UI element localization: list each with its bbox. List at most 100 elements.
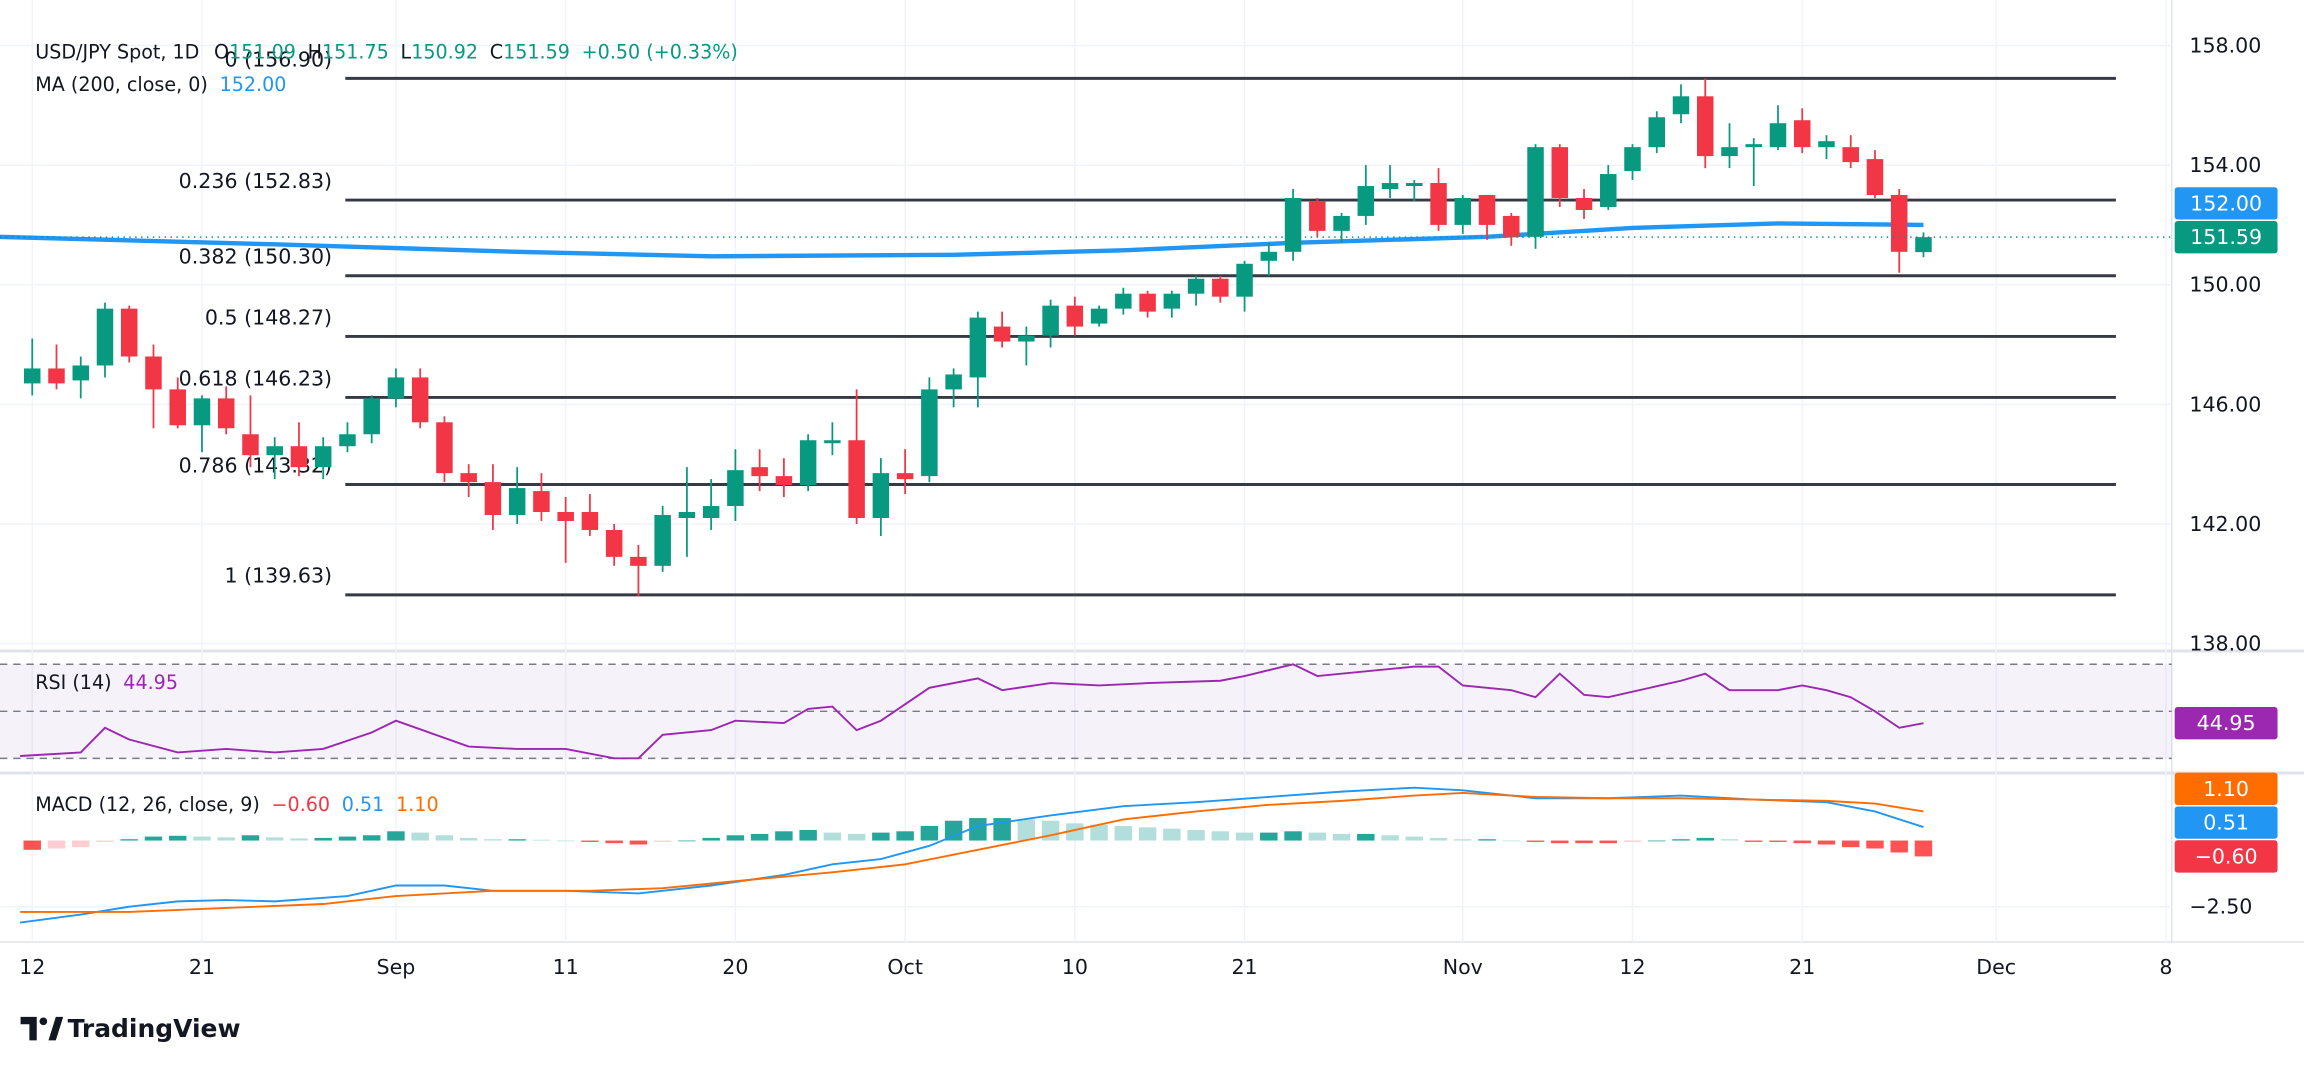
macd-histogram-bar (1914, 840, 1933, 857)
candle-body (1139, 293, 1156, 312)
price-badge (2174, 187, 2278, 220)
macd-histogram-bar (1696, 837, 1714, 841)
moving-average (0, 221, 1924, 259)
y-tick-label: 142.00 (2189, 512, 2261, 536)
candle-body (1284, 197, 1302, 252)
candle-body (1212, 278, 1229, 297)
legend-item: 151.75 (322, 40, 389, 63)
legend-item: USD/JPY Spot, 1D (35, 40, 199, 63)
legend: MACD (12, 26, close, 9) −0.60 0.51 1.10 (35, 792, 438, 815)
legend-item: 151.09 (229, 40, 296, 63)
macd-histogram-bar (1769, 840, 1787, 842)
macd-histogram-bar (290, 838, 308, 841)
x-tick-label: Oct (887, 955, 923, 979)
macd-histogram-bar (1817, 840, 1836, 845)
x-tick-label: 12 (1619, 955, 1645, 979)
fib-label: 0.618 (146.23) (179, 366, 332, 390)
candle-body (1381, 183, 1399, 190)
candle-body (533, 491, 550, 513)
macd-histogram-bar (1357, 833, 1375, 841)
candle-body (72, 365, 89, 381)
macd-histogram-bar (629, 840, 648, 845)
candle-body (727, 470, 744, 507)
fib-label: 0.5 (148.27) (205, 305, 332, 329)
price-badge-label: 151.59 (2190, 225, 2262, 249)
candle-body (605, 529, 623, 557)
macd-histogram-bar (1211, 831, 1230, 841)
macd-histogram-bar (1332, 833, 1351, 841)
candle-body (266, 446, 283, 456)
macd-histogram-bar (1599, 840, 1617, 844)
macd-histogram-bar (799, 829, 817, 841)
x-tick-label: 12 (19, 955, 45, 979)
legend: RSI (14) 44.95 (35, 670, 178, 693)
logo-mark (48, 1016, 64, 1041)
fib-label: 0 (156.90) (224, 47, 332, 71)
price-badge-label: −0.60 (2195, 844, 2258, 868)
x-tick-label: 21 (189, 955, 215, 979)
macd-histogram-bar (144, 836, 163, 841)
macd-histogram-bar (1405, 836, 1424, 841)
candle-body (120, 308, 138, 357)
candle-body (436, 422, 453, 474)
candle-body (1672, 96, 1690, 115)
macd-histogram-bar (459, 837, 478, 841)
macd-histogram-bar (1526, 840, 1545, 842)
candle-body (48, 368, 65, 384)
candle-body (557, 512, 574, 521)
macd-histogram-bar (823, 832, 842, 841)
macd-histogram-bar (581, 840, 599, 842)
macd-histogram-bar (944, 820, 963, 841)
macd-histogram-bar (1163, 828, 1181, 841)
legend-item: C (490, 40, 503, 63)
candle-body (678, 512, 696, 518)
price-badge (2174, 707, 2278, 740)
macd-histogram-bar (726, 835, 745, 841)
macd-histogram-bar (1842, 840, 1860, 848)
macd-histogram-bar (96, 840, 114, 842)
macd-line (20, 792, 1924, 913)
macd-histogram-bar (1866, 840, 1884, 849)
price-badge (2174, 806, 2278, 839)
candle-body (775, 476, 793, 486)
legend-item: −0.60 (272, 792, 331, 815)
candle-body (1866, 159, 1884, 195)
candle-body (1818, 141, 1835, 148)
macd-histogram-bar (775, 831, 793, 841)
y-tick-label: −2.50 (2189, 895, 2252, 919)
macd-histogram-bar (702, 837, 720, 841)
legend-item: MACD (12, 26, close, 9) (35, 792, 260, 815)
candle-body (1551, 147, 1569, 198)
macd-histogram-bar (605, 840, 623, 844)
macd-histogram-bar (1114, 826, 1133, 841)
macd-histogram-bar (241, 835, 260, 841)
candle-body (1115, 293, 1132, 309)
candle-body (1187, 278, 1205, 294)
candle-body (799, 440, 817, 486)
candle-body (96, 308, 114, 366)
candle-body (1090, 308, 1108, 324)
macd-histogram-bar (678, 840, 696, 842)
logo-mark (20, 1016, 37, 1041)
candle-body (1163, 293, 1181, 309)
y-tick-label: 138.00 (2189, 632, 2261, 656)
macd-histogram-bar (1672, 839, 1690, 841)
macd-histogram-bar (920, 826, 939, 841)
candle-body (751, 467, 768, 477)
logo-icon (20, 1016, 64, 1041)
macd-histogram-bar (1551, 840, 1569, 844)
y-tick-label: 154.00 (2189, 153, 2261, 177)
macd-histogram-bar (338, 836, 357, 841)
candle-body (169, 389, 186, 426)
legend-item: 44.95 (123, 670, 178, 693)
candle-body (24, 368, 41, 384)
macd-histogram-bar (435, 835, 454, 841)
macd-histogram-bar (556, 840, 575, 842)
macd-histogram-bar (969, 818, 987, 841)
macd-histogram-bar (1187, 829, 1205, 841)
candle-body (1600, 174, 1617, 207)
macd-histogram-bar (1429, 837, 1448, 841)
candle-body (1018, 335, 1035, 342)
legend-item: 0.51 (342, 792, 385, 815)
macd-histogram-bar (532, 839, 551, 841)
